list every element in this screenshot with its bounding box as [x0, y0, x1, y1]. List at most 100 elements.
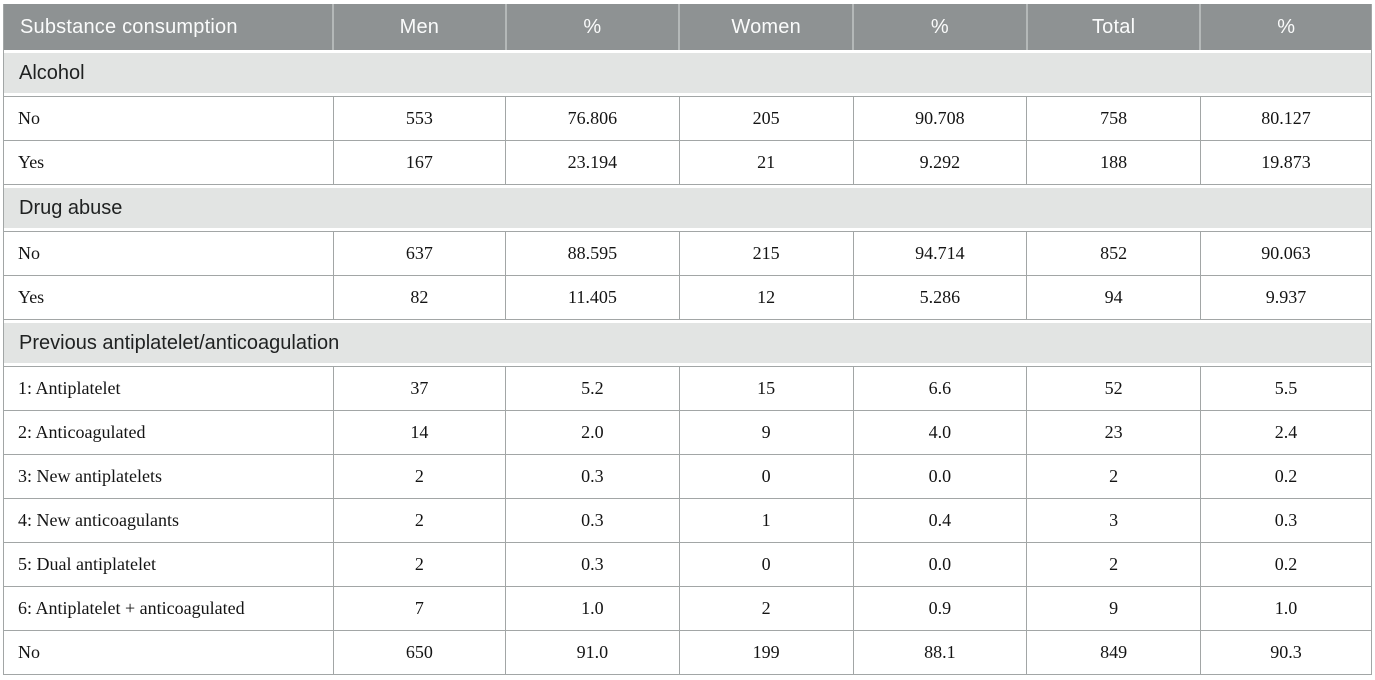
value-cell: 2	[332, 542, 507, 587]
value-cell: 5.2	[505, 366, 680, 411]
value-cell: 2.0	[505, 410, 680, 455]
value-cell: 15	[678, 366, 854, 411]
row-label-cell: Yes	[3, 140, 334, 185]
table-row: 3: New antiplatelets 2 0.3 0 0.0 2 0.2	[3, 454, 1373, 499]
row-label-cell: 6: Antiplatelet + anticoagulated	[3, 586, 334, 631]
value-cell: 0.3	[505, 454, 680, 499]
value-cell: 4.0	[852, 410, 1028, 455]
value-cell: 9	[678, 410, 854, 455]
value-cell: 1.0	[1199, 586, 1373, 631]
row-label-cell: No	[3, 96, 334, 141]
value-cell: 167	[332, 140, 507, 185]
value-cell: 650	[332, 630, 507, 675]
row-label-cell: 3: New antiplatelets	[3, 454, 334, 499]
value-cell: 5.286	[852, 275, 1028, 320]
value-cell: 0.2	[1199, 454, 1373, 499]
value-cell: 19.873	[1199, 140, 1373, 185]
value-cell: 21	[678, 140, 854, 185]
value-cell: 11.405	[505, 275, 680, 320]
row-label-cell: 1: Antiplatelet	[3, 366, 334, 411]
value-cell: 758	[1026, 96, 1201, 141]
value-cell: 199	[678, 630, 854, 675]
value-cell: 94.714	[852, 231, 1028, 276]
value-cell: 6.6	[852, 366, 1028, 411]
value-cell: 88.1	[852, 630, 1028, 675]
value-cell: 37	[332, 366, 507, 411]
table-row: Yes 167 23.194 21 9.292 188 19.873	[3, 140, 1373, 185]
value-cell: 188	[1026, 140, 1201, 185]
table-row: 1: Antiplatelet 37 5.2 15 6.6 52 5.5	[3, 366, 1373, 411]
value-cell: 90.3	[1199, 630, 1373, 675]
value-cell: 9.292	[852, 140, 1028, 185]
col-header-men: Men	[333, 4, 507, 50]
value-cell: 23.194	[505, 140, 680, 185]
col-header-men-percent: %	[505, 4, 681, 50]
value-cell: 88.595	[505, 231, 680, 276]
value-cell: 205	[678, 96, 854, 141]
row-label-cell: No	[3, 231, 334, 276]
value-cell: 2	[332, 498, 507, 543]
value-cell: 5.5	[1199, 366, 1373, 411]
value-cell: 23	[1026, 410, 1201, 455]
value-cell: 0.0	[852, 542, 1028, 587]
section-header-row: Alcohol	[3, 50, 1372, 97]
section-header-row: Previous antiplatelet/anticoagulation	[3, 319, 1372, 367]
section-header-row: Drug abuse	[3, 184, 1372, 232]
value-cell: 76.806	[505, 96, 680, 141]
row-label-cell: 5: Dual antiplatelet	[3, 542, 334, 587]
value-cell: 0.3	[505, 542, 680, 587]
value-cell: 12	[678, 275, 854, 320]
value-cell: 2	[1026, 542, 1201, 587]
value-cell: 1	[678, 498, 854, 543]
value-cell: 91.0	[505, 630, 680, 675]
value-cell: 0.3	[505, 498, 680, 543]
table-row: 5: Dual antiplatelet 2 0.3 0 0.0 2 0.2	[3, 542, 1373, 587]
value-cell: 0.3	[1199, 498, 1373, 543]
value-cell: 1.0	[505, 586, 680, 631]
value-cell: 90.708	[852, 96, 1028, 141]
table-row: 2: Anticoagulated 14 2.0 9 4.0 23 2.4	[3, 410, 1373, 455]
row-label-cell: Yes	[3, 275, 334, 320]
value-cell: 9.937	[1199, 275, 1373, 320]
value-cell: 90.063	[1199, 231, 1373, 276]
col-header-total: Total	[1026, 4, 1202, 50]
table-row: No 637 88.595 215 94.714 852 90.063	[3, 231, 1373, 276]
value-cell: 0.9	[852, 586, 1028, 631]
section-title: Drug abuse	[3, 184, 1372, 232]
table-row: No 650 91.0 199 88.1 849 90.3	[3, 630, 1373, 675]
value-cell: 14	[332, 410, 507, 455]
table-header-row: Substance consumption Men % Women % Tota…	[3, 4, 1372, 50]
section-title: Alcohol	[3, 50, 1372, 97]
row-label-cell: 2: Anticoagulated	[3, 410, 334, 455]
value-cell: 82	[332, 275, 507, 320]
value-cell: 0.2	[1199, 542, 1373, 587]
col-header-women: Women	[679, 4, 855, 50]
table-row: 6: Antiplatelet + anticoagulated 7 1.0 2 0.9…	[3, 586, 1373, 631]
value-cell: 52	[1026, 366, 1201, 411]
value-cell: 553	[332, 96, 507, 141]
value-cell: 0.0	[852, 454, 1028, 499]
section-title: Previous antiplatelet/anticoagulation	[3, 319, 1372, 367]
value-cell: 2	[332, 454, 507, 499]
table-row: Yes 82 11.405 12 5.286 94 9.937	[3, 275, 1373, 320]
value-cell: 2.4	[1199, 410, 1373, 455]
value-cell: 9	[1026, 586, 1201, 631]
value-cell: 2	[678, 586, 854, 631]
value-cell: 3	[1026, 498, 1201, 543]
value-cell: 2	[1026, 454, 1201, 499]
table-row: 4: New anticoagulants 2 0.3 1 0.4 3 0.3	[3, 498, 1373, 543]
value-cell: 0	[678, 542, 854, 587]
row-label-cell: 4: New anticoagulants	[3, 498, 334, 543]
col-header-total-percent: %	[1200, 4, 1372, 50]
value-cell: 849	[1026, 630, 1201, 675]
table-row: No 553 76.806 205 90.708 758 80.127	[3, 96, 1373, 141]
value-cell: 215	[678, 231, 854, 276]
col-header-women-percent: %	[853, 4, 1028, 50]
value-cell: 637	[332, 231, 507, 276]
value-cell: 852	[1026, 231, 1201, 276]
value-cell: 7	[332, 586, 507, 631]
table-body: Alcohol No 553 76.806 205 90.708 758 80.127 Yes 1…	[3, 50, 1373, 675]
value-cell: 0	[678, 454, 854, 499]
value-cell: 0.4	[852, 498, 1028, 543]
value-cell: 80.127	[1199, 96, 1373, 141]
